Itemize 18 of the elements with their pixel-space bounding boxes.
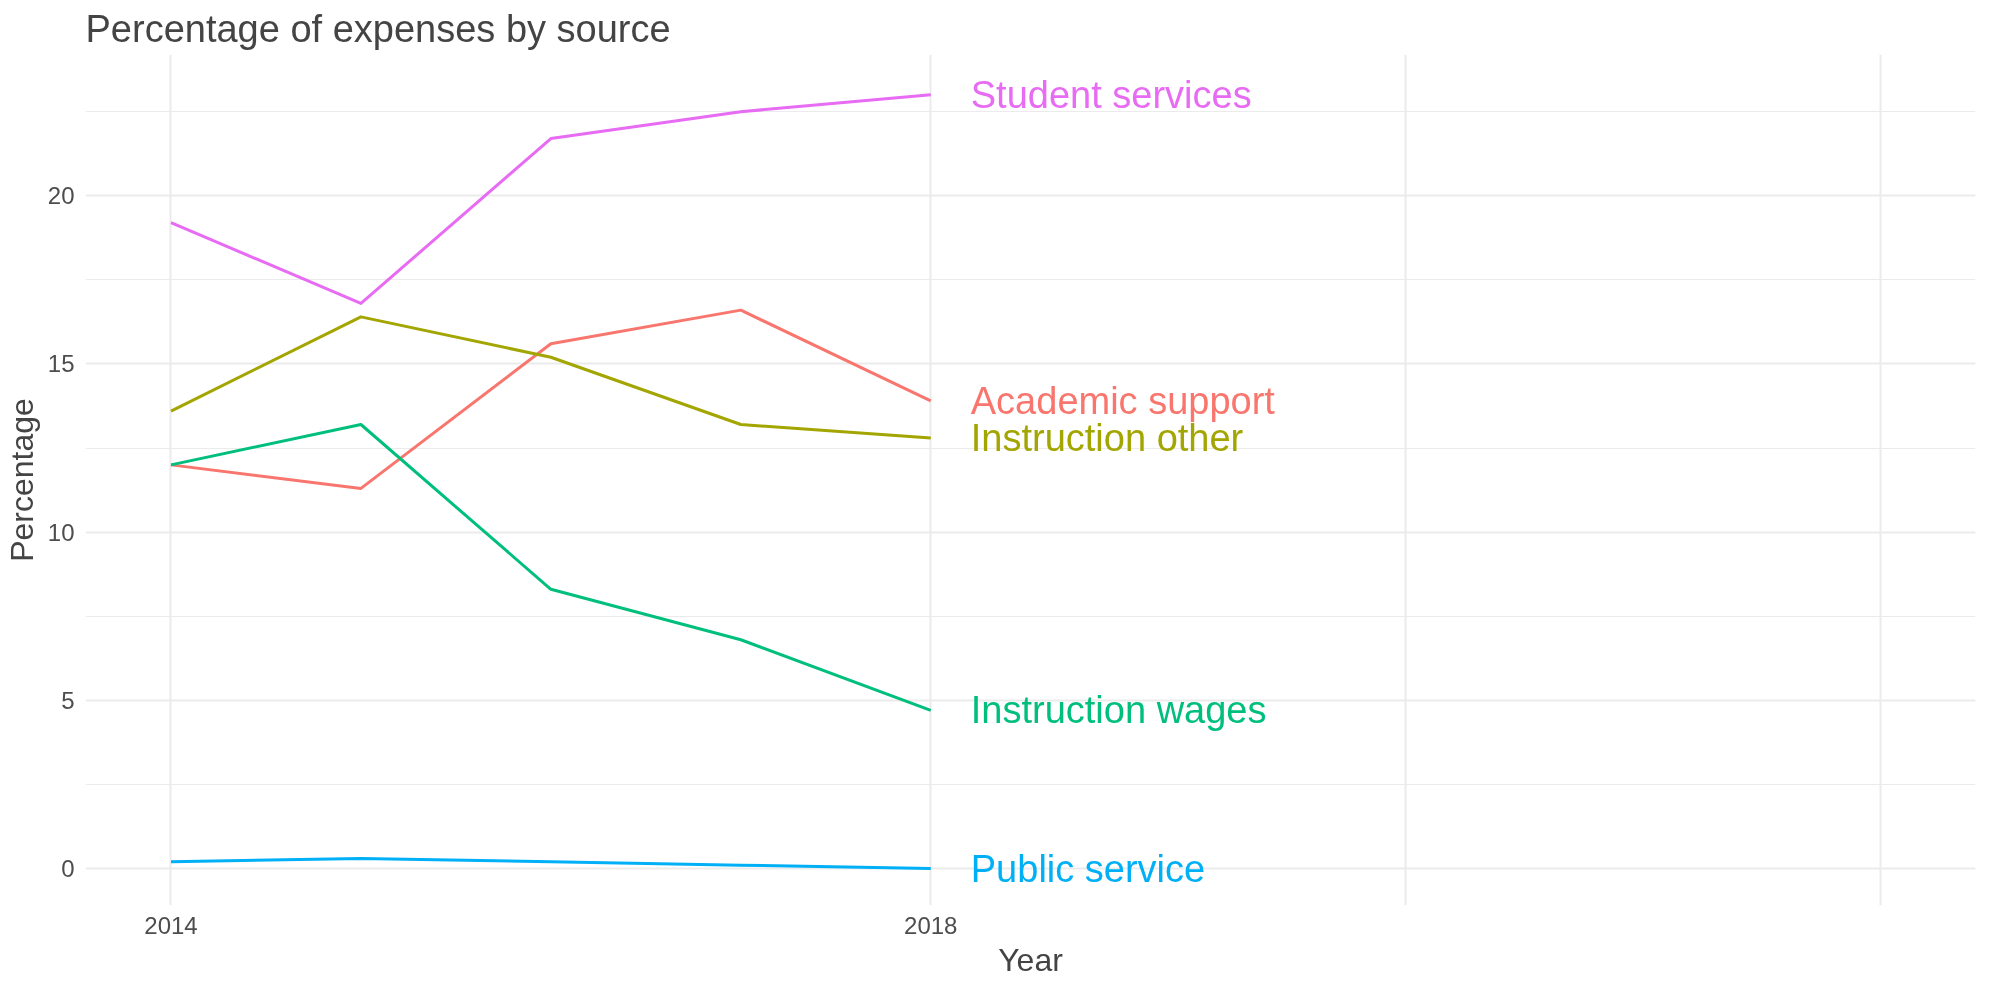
series-label: Public service [970,847,1206,890]
line-series [169,856,933,870]
x-tick-label: 2018 [904,911,958,939]
y-tick-label: 5 [61,686,75,714]
line-series [169,308,933,490]
chart-title: Percentage of expenses by source [85,7,671,50]
line-series [169,423,933,712]
line-series [169,93,933,305]
y-tick-label: 0 [61,855,75,882]
y-axis-title: Percentage [3,398,40,562]
y-tick-label: 20 [47,182,75,210]
x-tick-label: 2014 [144,911,198,939]
y-tick-label: 10 [47,518,75,546]
line-series [169,315,933,440]
x-axis-title: Year [998,941,1064,978]
y-tick-label: 15 [47,350,75,378]
series-label: Instruction wages [970,689,1267,732]
series-label: Student services [970,73,1252,116]
